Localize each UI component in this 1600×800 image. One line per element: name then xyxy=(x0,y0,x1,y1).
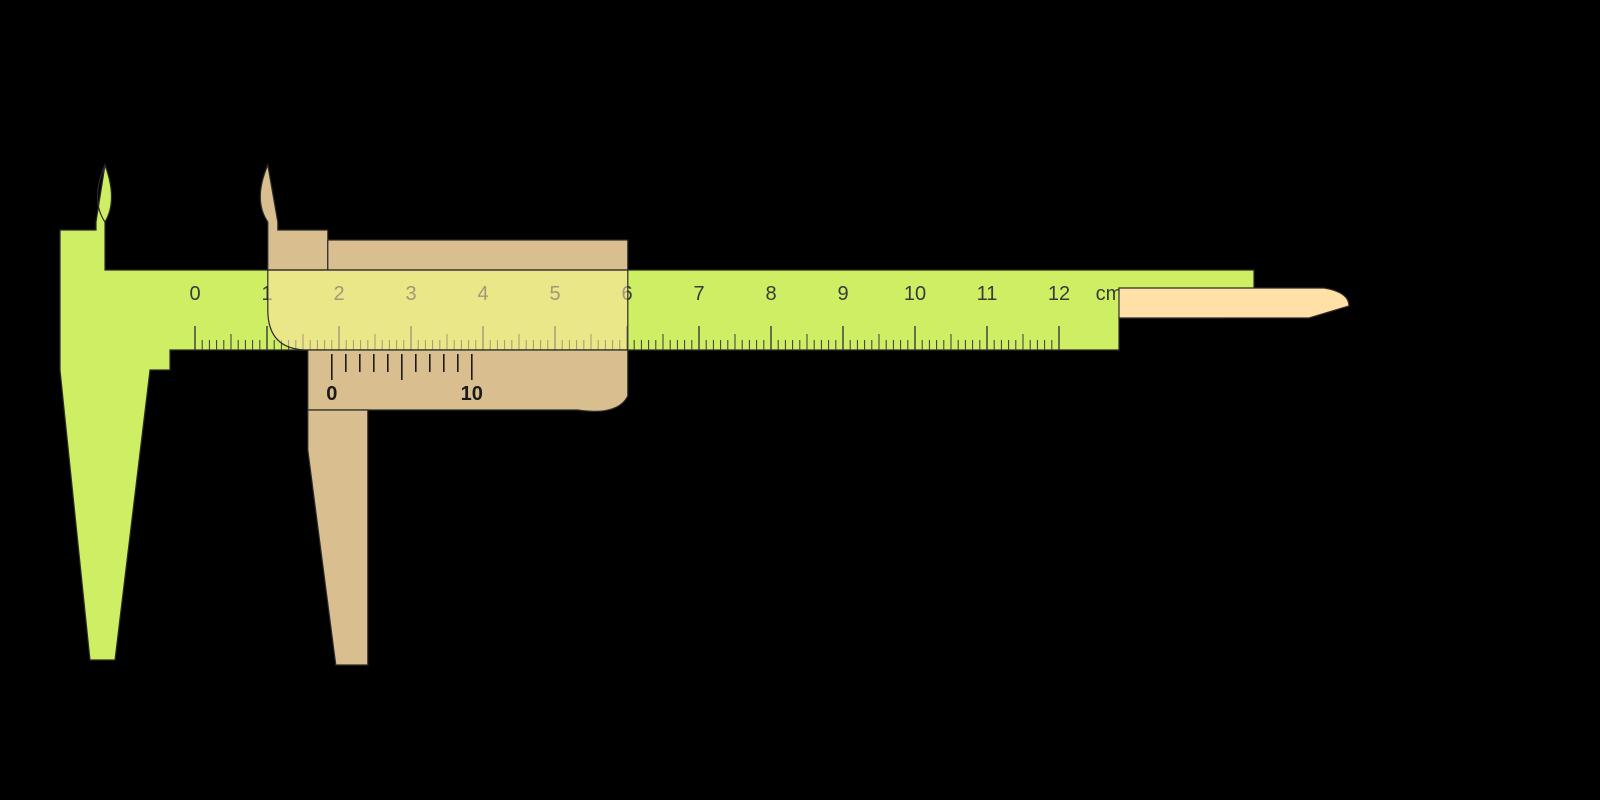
main-scale-number: 7 xyxy=(693,283,704,305)
carriage-window xyxy=(268,270,628,350)
vernier-ten-label: 10 xyxy=(461,383,483,405)
main-scale-number: 8 xyxy=(765,283,776,305)
vernier-slider[interactable]: 0 10 xyxy=(260,165,628,665)
thumb-plate xyxy=(328,240,628,270)
vernier-caliper-diagram: 0123456789101112cm010 xyxy=(0,0,1600,800)
main-scale-number: 11 xyxy=(977,283,998,305)
main-scale-number: 12 xyxy=(1048,283,1070,305)
inner-jaw-sliding xyxy=(260,165,328,270)
depth-probe xyxy=(1119,288,1349,318)
main-scale-number: 9 xyxy=(837,283,848,305)
outer-jaw-sliding xyxy=(308,410,368,665)
main-scale-body xyxy=(60,165,1254,660)
main-scale-number: 0 xyxy=(189,283,200,305)
unit-label: cm xyxy=(1096,283,1123,305)
fixed-body: 0123456789101112cm xyxy=(60,165,1254,660)
main-scale-number: 10 xyxy=(904,283,926,305)
vernier-zero-label: 0 xyxy=(326,383,337,405)
